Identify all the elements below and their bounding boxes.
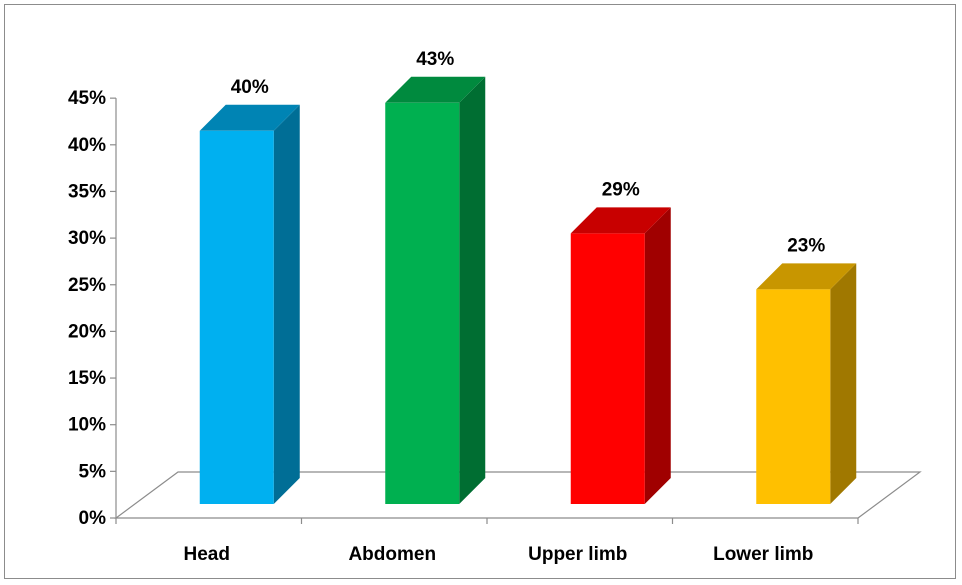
y-tick-label: 10% bbox=[68, 415, 106, 436]
bar-lower-limb bbox=[756, 263, 856, 504]
bars-layer bbox=[200, 77, 857, 504]
y-tick-label: 5% bbox=[79, 461, 107, 482]
y-tick-label: 20% bbox=[68, 321, 106, 342]
bar-front-face bbox=[756, 289, 830, 504]
bar-front-face bbox=[571, 233, 645, 504]
data-label: 43% bbox=[416, 49, 454, 70]
y-tick-label: 35% bbox=[68, 181, 106, 202]
y-tick-label: 0% bbox=[79, 508, 107, 529]
x-category-label: Lower limb bbox=[713, 544, 813, 565]
bar-front-face bbox=[200, 131, 274, 504]
bar-side-face bbox=[274, 105, 300, 504]
bar-abdomen bbox=[385, 77, 485, 504]
bar-head bbox=[200, 105, 300, 504]
bar-front-face bbox=[385, 103, 459, 504]
y-tick-label: 25% bbox=[68, 275, 106, 296]
y-tick-label: 40% bbox=[68, 135, 106, 156]
data-label: 23% bbox=[787, 235, 825, 256]
x-category-label: Abdomen bbox=[348, 544, 436, 565]
y-tick-label: 30% bbox=[68, 228, 106, 249]
bar-upper-limb bbox=[571, 207, 671, 504]
y-tick-label: 45% bbox=[68, 88, 106, 109]
x-category-label: Head bbox=[184, 544, 230, 565]
bar-side-face bbox=[459, 77, 485, 504]
data-label: 40% bbox=[231, 77, 269, 98]
bar-side-face bbox=[830, 263, 856, 504]
bar-side-face bbox=[645, 207, 671, 504]
data-label: 29% bbox=[602, 179, 640, 200]
x-category-label: Upper limb bbox=[528, 544, 627, 565]
y-tick-label: 15% bbox=[68, 368, 106, 389]
